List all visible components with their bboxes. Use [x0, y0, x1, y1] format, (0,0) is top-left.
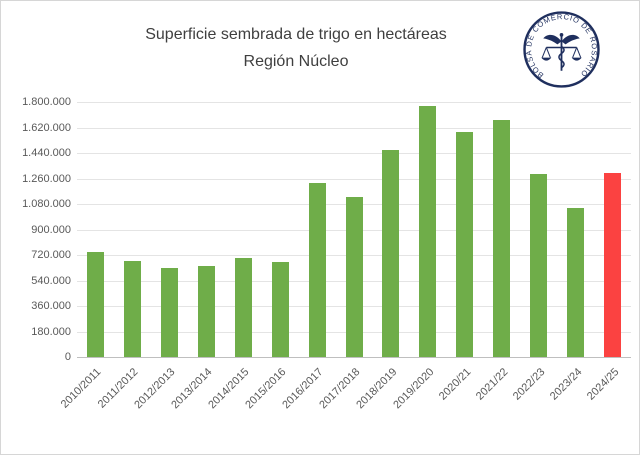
gridline	[77, 153, 631, 154]
bar-2012-2013	[160, 267, 178, 357]
bar-2016-2017	[308, 182, 326, 357]
bar-2024-25	[604, 172, 622, 357]
bar-2018-2019	[382, 150, 400, 357]
y-axis-label: 1.440.000	[22, 147, 71, 159]
caduceus-scales-icon	[541, 32, 582, 71]
x-axis-label: 2020/21	[436, 366, 474, 403]
y-axis-label: 900.000	[31, 223, 71, 236]
y-axis-label: 0	[64, 351, 71, 363]
bar-2014-2015	[234, 257, 252, 357]
plot-area	[77, 102, 631, 358]
gridline	[77, 127, 631, 129]
bar-2022-23	[530, 174, 548, 357]
bar-2013-2014	[197, 266, 215, 357]
y-axis-label: 1.800.000	[22, 96, 71, 108]
x-axis-label: 2024/25	[584, 366, 622, 403]
bar-2019-2020	[419, 106, 437, 357]
x-axis-label: 2021/22	[473, 366, 511, 403]
x-axis-label: 2022/23	[510, 366, 548, 403]
y-axis-label: 720.000	[31, 249, 71, 261]
x-axis-label: 2023/24	[547, 366, 585, 403]
y-axis-label: 1.080.000	[22, 198, 71, 210]
y-axis-label: 1.260.000	[22, 172, 71, 185]
gridline	[77, 102, 631, 103]
bar-2021-22	[493, 120, 511, 357]
chart-title-line2: Región Núcleo	[243, 53, 349, 70]
chart-title: Superficie sembrada de trigo en hectárea…	[36, 21, 556, 75]
y-axis-label: 360.000	[31, 300, 71, 312]
bar-2010-2011	[86, 252, 104, 357]
bolsa-comercio-rosario-logo: BOLSA DE COMERCIO DE ROSARIO	[523, 11, 600, 88]
bar-2020-21	[456, 131, 474, 357]
y-axis-label: 180.000	[31, 325, 71, 338]
y-axis-label: 1.620.000	[22, 121, 71, 134]
bar-2017-2018	[345, 196, 363, 357]
gridline	[77, 178, 631, 180]
bar-2011-2012	[123, 260, 141, 357]
y-axis-label: 540.000	[31, 274, 71, 287]
bar-2015-2016	[271, 262, 289, 357]
chart-title-line1: Superficie sembrada de trigo en hectárea…	[145, 26, 447, 43]
bar-2023-24	[567, 208, 585, 357]
